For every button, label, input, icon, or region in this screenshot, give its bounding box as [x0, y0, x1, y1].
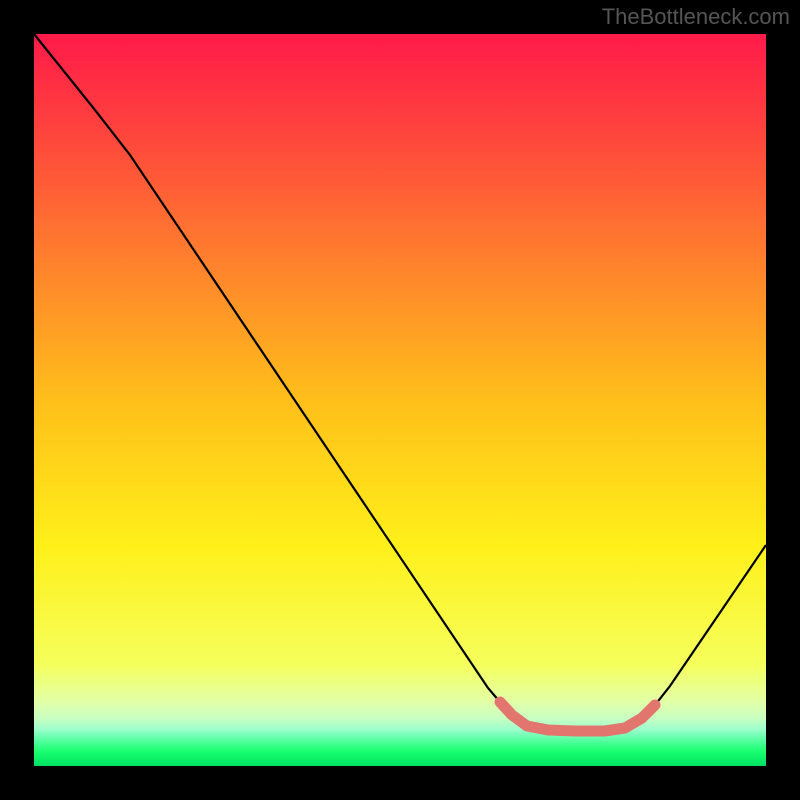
curve-layer — [0, 0, 800, 800]
chart-container: TheBottleneck.com — [0, 0, 800, 800]
bottom-highlight — [500, 702, 655, 731]
bottleneck-curve — [34, 34, 766, 731]
watermark-text: TheBottleneck.com — [602, 4, 790, 30]
